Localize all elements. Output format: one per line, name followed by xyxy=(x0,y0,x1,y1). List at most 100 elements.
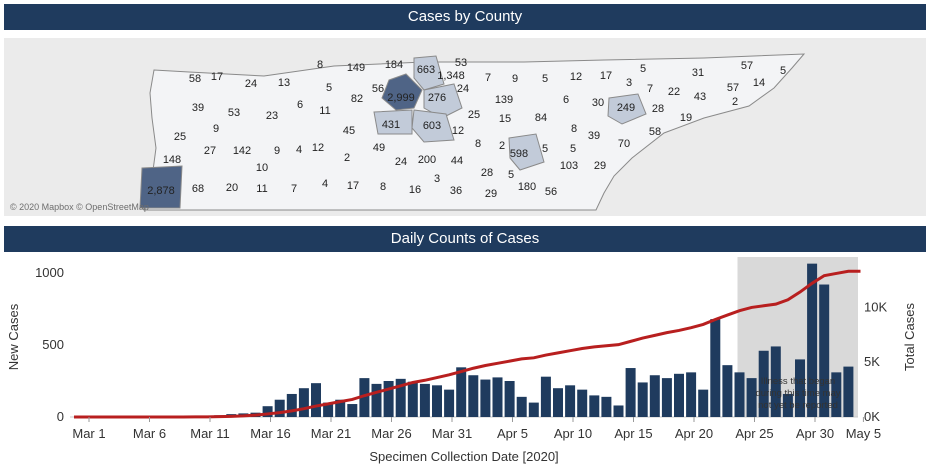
county-label[interactable]: 68 xyxy=(192,183,204,195)
new-cases-bar[interactable] xyxy=(347,404,358,417)
county-map[interactable]: 58 17 24 13 8 149 184 663 53 1,348 7 9 5 12 17 3 5 31 57 14… xyxy=(4,38,926,216)
county-label[interactable]: 276 xyxy=(428,92,446,104)
daily-cases-chart[interactable]: 0 500 1000 0K 5K 10K Mar 1 Mar 6 Mar 11 Mar 16 Mar… xyxy=(0,252,930,471)
county-label[interactable]: 11 xyxy=(319,105,330,117)
county-label[interactable]: 184 xyxy=(385,59,403,71)
county-label[interactable]: 16 xyxy=(409,184,421,196)
county-label[interactable]: 5 xyxy=(640,63,646,75)
new-cases-bar[interactable] xyxy=(480,379,491,417)
county-label[interactable]: 17 xyxy=(211,71,223,83)
county-sumner[interactable] xyxy=(413,55,445,91)
county-label[interactable]: 9 xyxy=(512,73,518,85)
county-label[interactable]: 4 xyxy=(296,144,302,156)
county-label[interactable]: 9 xyxy=(213,123,219,135)
new-cases-bar[interactable] xyxy=(831,372,842,417)
new-cases-bar[interactable] xyxy=(746,378,757,417)
county-label[interactable]: 6 xyxy=(297,99,303,111)
county-knox[interactable] xyxy=(607,93,647,125)
county-label[interactable]: 5 xyxy=(780,65,786,77)
county-label[interactable]: 12 xyxy=(570,71,582,83)
new-cases-bar[interactable] xyxy=(589,395,600,417)
county-label[interactable]: 36 xyxy=(450,185,462,197)
county-label[interactable]: 249 xyxy=(617,102,635,114)
county-label[interactable]: 17 xyxy=(600,70,612,82)
county-label[interactable]: 53 xyxy=(228,107,240,119)
new-cases-bar[interactable] xyxy=(311,383,321,417)
new-cases-bar[interactable] xyxy=(686,372,697,417)
county-label[interactable]: 603 xyxy=(423,120,441,132)
new-cases-bar[interactable] xyxy=(625,368,636,417)
county-label[interactable]: 103 xyxy=(560,160,578,172)
county-label[interactable]: 84 xyxy=(535,112,547,124)
county-label[interactable]: 53 xyxy=(455,57,467,69)
county-label[interactable]: 2 xyxy=(499,140,505,152)
county-label[interactable]: 10 xyxy=(256,162,268,174)
county-label[interactable]: 57 xyxy=(741,60,753,72)
new-cases-bar[interactable] xyxy=(637,382,648,417)
county-label[interactable]: 57 xyxy=(727,82,739,94)
county-label[interactable]: 3 xyxy=(434,173,440,185)
new-cases-bar[interactable] xyxy=(516,396,527,417)
new-cases-bar[interactable] xyxy=(456,367,467,417)
new-cases-bar[interactable] xyxy=(262,406,273,417)
county-label[interactable]: 180 xyxy=(518,181,536,193)
county-label[interactable]: 29 xyxy=(594,160,606,172)
county-label[interactable]: 23 xyxy=(266,110,278,122)
county-label[interactable]: 2,878 xyxy=(147,185,175,197)
county-label[interactable]: 13 xyxy=(278,77,290,89)
new-cases-bar[interactable] xyxy=(553,388,563,417)
county-label[interactable]: 5 xyxy=(508,169,514,181)
new-cases-bar[interactable] xyxy=(468,375,479,417)
county-label[interactable]: 4 xyxy=(322,178,328,190)
new-cases-bar[interactable] xyxy=(359,378,370,417)
new-cases-bar[interactable] xyxy=(286,393,297,417)
county-label[interactable]: 3 xyxy=(626,77,632,89)
new-cases-bar[interactable] xyxy=(565,385,576,417)
new-cases-bar[interactable] xyxy=(504,381,515,417)
county-label[interactable]: 49 xyxy=(373,142,385,154)
county-label[interactable]: 44 xyxy=(451,155,463,167)
new-cases-bar[interactable] xyxy=(601,396,612,417)
new-cases-bar[interactable] xyxy=(395,378,406,417)
county-label[interactable]: 31 xyxy=(692,67,704,79)
county-label[interactable]: 7 xyxy=(647,83,653,95)
county-hamilton[interactable] xyxy=(508,133,545,171)
new-cases-bar[interactable] xyxy=(323,402,334,417)
county-label[interactable]: 598 xyxy=(510,148,528,160)
county-label[interactable]: 22 xyxy=(668,86,680,98)
new-cases-bar[interactable] xyxy=(758,350,769,417)
new-cases-bar[interactable] xyxy=(722,365,733,417)
county-davidson[interactable] xyxy=(381,73,423,111)
new-cases-bar[interactable] xyxy=(528,402,539,417)
county-label[interactable]: 431 xyxy=(382,119,400,131)
new-cases-bar[interactable] xyxy=(819,284,830,417)
county-label[interactable]: 56 xyxy=(372,83,384,95)
county-label[interactable]: 58 xyxy=(189,73,201,85)
county-label[interactable]: 25 xyxy=(174,131,186,143)
county-label[interactable]: 5 xyxy=(542,73,548,85)
new-cases-bar[interactable] xyxy=(795,359,805,417)
county-label[interactable]: 8 xyxy=(380,181,386,193)
county-label[interactable]: 39 xyxy=(192,102,204,114)
new-cases-bar[interactable] xyxy=(407,381,418,417)
county-label[interactable]: 17 xyxy=(347,180,359,192)
county-label[interactable]: 15 xyxy=(499,113,511,125)
county-label[interactable]: 149 xyxy=(347,62,365,74)
county-williamson[interactable] xyxy=(373,109,413,135)
county-label[interactable]: 70 xyxy=(618,138,630,150)
county-shelby[interactable] xyxy=(139,165,183,209)
county-label[interactable]: 139 xyxy=(495,94,513,106)
county-label[interactable]: 27 xyxy=(204,145,216,157)
county-label[interactable]: 7 xyxy=(291,183,297,195)
new-cases-bar[interactable] xyxy=(371,383,382,417)
county-label[interactable]: 11 xyxy=(256,183,267,195)
new-cases-bar[interactable] xyxy=(577,389,588,417)
county-label[interactable]: 29 xyxy=(485,188,497,200)
county-label[interactable]: 12 xyxy=(312,142,324,154)
new-cases-bar[interactable] xyxy=(843,366,854,417)
new-cases-bar[interactable] xyxy=(734,372,745,417)
new-cases-bar[interactable] xyxy=(807,263,818,417)
county-label[interactable]: 45 xyxy=(343,125,355,137)
county-label[interactable]: 19 xyxy=(680,112,692,124)
new-cases-bar[interactable] xyxy=(335,399,346,417)
